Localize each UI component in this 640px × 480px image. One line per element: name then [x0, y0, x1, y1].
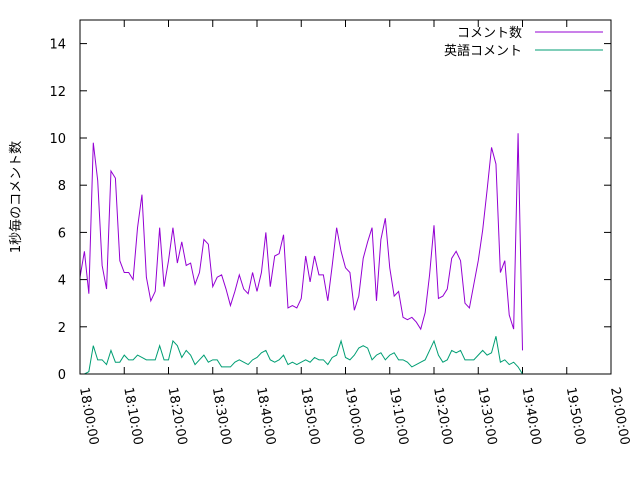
- y-tick-label: 6: [58, 226, 66, 241]
- y-tick-label: 4: [58, 274, 66, 289]
- x-tick-label: 19:30:00: [474, 386, 499, 446]
- x-tick-label: 18:00:00: [76, 386, 101, 446]
- series-layer: [79, 133, 523, 375]
- y-tick-label: 0: [58, 368, 66, 383]
- y-tick-label: 8: [58, 179, 66, 194]
- x-tick-label: 19:00:00: [342, 386, 367, 446]
- y-tick-label: 10: [49, 132, 66, 147]
- y-tick-label: 12: [49, 85, 66, 100]
- plot-frame: [79, 19, 612, 375]
- x-tick-label: 18:50:00: [297, 386, 322, 446]
- y-tick-label: 14: [49, 38, 66, 53]
- x-tick-label: 18:30:00: [209, 386, 234, 446]
- x-tick-label: 19:40:00: [519, 386, 544, 446]
- legend-label-2: 英語コメント: [444, 43, 522, 59]
- x-tick-label: 20:00:00: [607, 386, 632, 446]
- series-line-2: [80, 336, 523, 375]
- series-line-1: [79, 133, 523, 351]
- x-tick-label: 19:20:00: [430, 386, 455, 446]
- y-axis-label: 1秒毎のコメント数: [8, 141, 24, 253]
- y-tick-label: 2: [58, 321, 66, 336]
- x-tick-label: 18:10:00: [120, 386, 145, 446]
- x-tick-label: 18:20:00: [165, 386, 190, 446]
- x-tick-label: 19:10:00: [386, 386, 411, 446]
- x-tick-label: 18:40:00: [253, 386, 278, 446]
- legend-label-1: コメント数: [457, 26, 522, 41]
- x-tick-label: 19:50:00: [563, 386, 588, 446]
